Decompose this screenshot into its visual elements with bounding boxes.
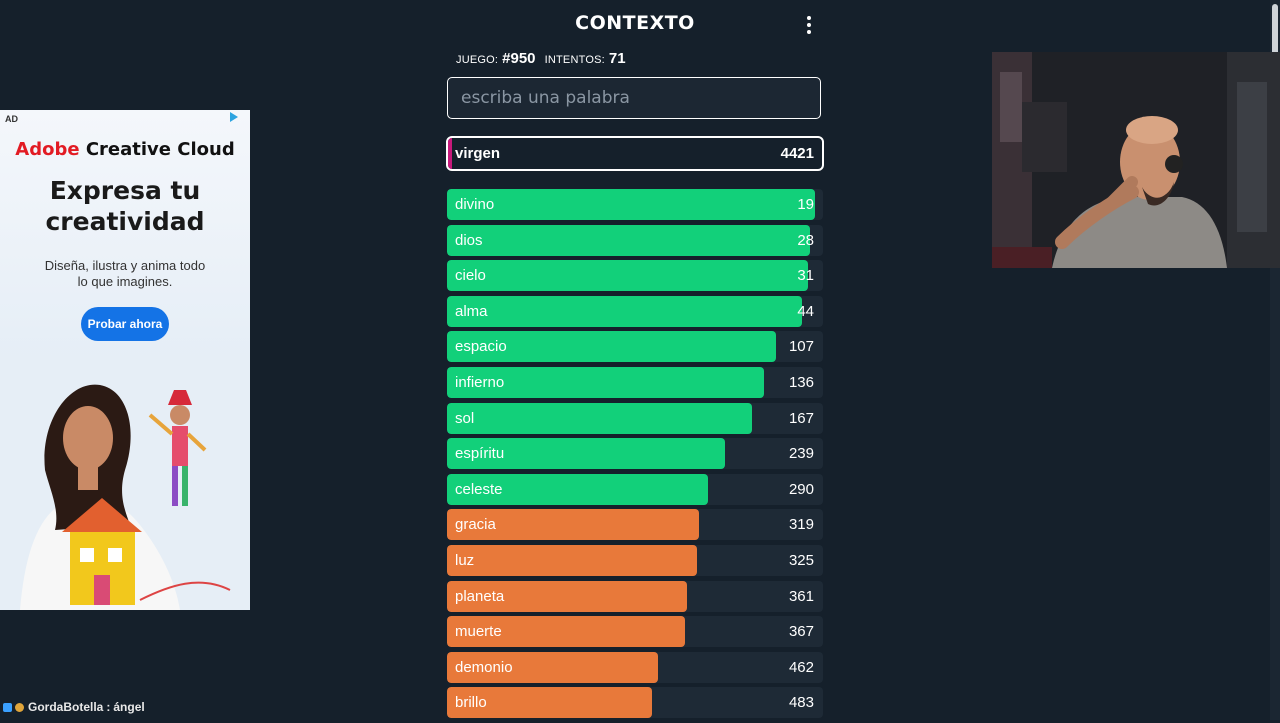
guess-bar bbox=[447, 651, 658, 683]
chat-text: ángel bbox=[113, 700, 145, 714]
guess-word: divino bbox=[455, 196, 495, 213]
guess-bar bbox=[447, 331, 776, 363]
guess-rank: 361 bbox=[788, 587, 814, 605]
current-guess-rank: 4421 bbox=[780, 145, 814, 162]
guess-rank: 290 bbox=[788, 480, 814, 498]
guess-bar bbox=[447, 295, 803, 327]
ad-brand-product: Creative Cloud bbox=[79, 139, 235, 160]
ad-illustration bbox=[0, 360, 250, 610]
guess-rank: 136 bbox=[788, 373, 814, 391]
guess-bar bbox=[447, 509, 699, 541]
guess-row: cielo 31 bbox=[447, 260, 823, 292]
guess-rank: 239 bbox=[788, 445, 814, 463]
guess-rank: 31 bbox=[797, 267, 814, 285]
attempts-label: INTENTOS: bbox=[544, 54, 605, 66]
webcam-feed bbox=[992, 52, 1280, 268]
word-input[interactable] bbox=[447, 77, 821, 119]
game-stats: JUEGO: #950 INTENTOS: 71 bbox=[456, 50, 632, 67]
guess-bar bbox=[447, 224, 810, 256]
guess-bar bbox=[447, 544, 698, 576]
ad-subtitle-line-1: Diseña, ilustra y anima todo bbox=[44, 258, 206, 273]
guess-row: alma 44 bbox=[447, 295, 823, 327]
guess-word: espacio bbox=[455, 338, 507, 356]
guess-word: infierno bbox=[455, 373, 505, 391]
attempts-count: 71 bbox=[608, 50, 626, 67]
ad-brand: Adobe Creative Cloud bbox=[0, 139, 250, 160]
page-scrollbar[interactable] bbox=[1270, 0, 1280, 720]
guess-word: cielo bbox=[455, 267, 486, 285]
guess-bar bbox=[447, 616, 685, 648]
guess-bar bbox=[447, 438, 726, 470]
guess-rank: 367 bbox=[788, 623, 814, 641]
guess-row: demonio 462 bbox=[447, 651, 823, 683]
guess-row: luz 325 bbox=[447, 544, 823, 576]
ad-subtitle-line-2: lo que imagines. bbox=[77, 274, 173, 289]
guess-bar bbox=[447, 402, 752, 434]
ad-headline-line-1: Expresa tu bbox=[49, 176, 201, 205]
guess-word: brillo bbox=[455, 694, 487, 712]
guess-word: celeste bbox=[455, 480, 503, 498]
guess-row: sol 167 bbox=[447, 402, 823, 434]
guess-row: divino 19 bbox=[447, 189, 823, 220]
guess-row: gracia 319 bbox=[447, 509, 823, 541]
adchoices-icon[interactable] bbox=[227, 111, 248, 123]
page-title: CONTEXTO bbox=[575, 12, 695, 34]
current-guess-bar bbox=[448, 138, 452, 169]
guess-word: alma bbox=[455, 302, 488, 320]
chat-username: GordaBotella bbox=[28, 700, 104, 714]
guess-bar bbox=[447, 260, 808, 292]
guess-rank: 28 bbox=[797, 231, 814, 249]
game-label: JUEGO: bbox=[456, 54, 499, 66]
more-options-icon[interactable] bbox=[802, 16, 816, 38]
ad-cta-button[interactable]: Probar ahora bbox=[81, 307, 169, 341]
guess-bar bbox=[447, 580, 687, 612]
guess-word: espíritu bbox=[455, 445, 505, 463]
guess-word: dios bbox=[455, 231, 483, 249]
guess-word: gracia bbox=[455, 516, 496, 534]
guess-rank: 44 bbox=[797, 302, 814, 320]
guess-rank: 325 bbox=[788, 551, 814, 569]
guess-word: muerte bbox=[455, 623, 502, 641]
scrollbar-thumb[interactable] bbox=[1272, 4, 1278, 56]
guess-rank: 462 bbox=[788, 658, 814, 676]
guess-rank: 19 bbox=[797, 196, 814, 213]
bits-badge-icon bbox=[15, 703, 24, 712]
guess-rank: 483 bbox=[788, 694, 814, 712]
ad-subtitle: Diseña, ilustra y anima todo lo que imagi… bbox=[20, 258, 230, 290]
ad-label: AD bbox=[5, 114, 18, 124]
ad-headline-line-2: creatividad bbox=[45, 207, 205, 236]
guess-row: brillo 483 bbox=[447, 687, 823, 719]
game-number: #950 bbox=[502, 50, 536, 67]
guess-bar bbox=[447, 687, 653, 719]
guess-row: muerte 367 bbox=[447, 616, 823, 648]
guess-rank: 107 bbox=[788, 338, 814, 356]
ad-headline: Expresa tu creatividad bbox=[0, 175, 250, 237]
guess-row: dios 28 bbox=[447, 224, 823, 256]
guess-rank: 167 bbox=[788, 409, 814, 427]
current-guess-word: virgen bbox=[455, 145, 501, 162]
ad-brand-adobe: Adobe bbox=[15, 139, 80, 160]
guess-row: celeste 290 bbox=[447, 473, 823, 505]
guess-word: demonio bbox=[455, 658, 513, 676]
guess-bar bbox=[447, 189, 815, 220]
guess-row: espíritu 239 bbox=[447, 438, 823, 470]
guess-word: luz bbox=[455, 551, 475, 569]
chat-message: GordaBotella: ángel bbox=[3, 700, 145, 714]
guess-row: planeta 361 bbox=[447, 580, 823, 612]
guess-bar bbox=[447, 366, 764, 398]
current-guess: virgen 4421 bbox=[446, 136, 824, 171]
guess-word: sol bbox=[455, 409, 475, 427]
guess-list: divino 19 dios 28 cielo 31 alma 44 espacio 107 inf… bbox=[447, 189, 823, 723]
guess-word: planeta bbox=[455, 587, 505, 605]
guess-bar bbox=[447, 473, 709, 505]
advertisement[interactable]: AD Adobe Creative Cloud Expresa tu creati… bbox=[0, 110, 250, 610]
chat-separator: : bbox=[106, 700, 111, 714]
subscriber-badge-icon bbox=[3, 703, 12, 712]
guess-row: infierno 136 bbox=[447, 366, 823, 398]
guess-row: espacio 107 bbox=[447, 331, 823, 363]
guess-rank: 319 bbox=[788, 516, 814, 534]
